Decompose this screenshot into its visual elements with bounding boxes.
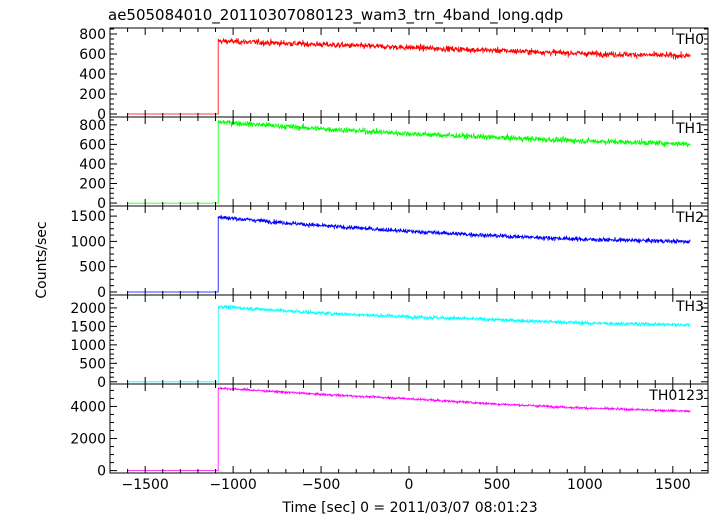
series-th0123 (127, 386, 691, 471)
y-tick-label: 2000 (70, 432, 106, 448)
panel-frame (109, 383, 709, 474)
panel-th0: 0 200 400 600 800 TH0 (79, 27, 709, 123)
y-tick-label: 200 (79, 87, 106, 103)
y-tick-label: 0 (97, 196, 106, 212)
y-tick-label: 800 (79, 118, 106, 134)
panel-th3: 0 500 1000 1500 2000 TH3 (70, 294, 709, 391)
x-tick-label: 0 (405, 477, 414, 493)
y-tick-label: 0 (97, 375, 106, 391)
x-tick-label: −500 (302, 477, 340, 493)
panel-label-th0: TH0 (675, 32, 704, 48)
panel-th2: 0 500 1000 1500 TH2 (70, 205, 709, 301)
x-tick-label: −1500 (121, 477, 168, 493)
y-axis-label: Counts/sec (34, 221, 50, 298)
chart-title: ae505084010_20110307080123_wam3_trn_4ban… (108, 6, 563, 25)
panel-frame (109, 116, 709, 207)
y-tick-label: 0 (97, 285, 106, 301)
panel-label-th3: TH3 (675, 299, 704, 315)
y-tick-label: 400 (79, 157, 106, 173)
y-tick-label: 600 (79, 47, 106, 63)
series-th0 (127, 37, 691, 115)
series-th3 (127, 304, 691, 383)
y-tick-label: 500 (79, 356, 106, 372)
y-tick-label: 200 (79, 177, 106, 193)
y-tick-label: 1500 (70, 319, 106, 335)
y-tick-label: 0 (97, 464, 106, 480)
x-tick-label: 1500 (655, 477, 691, 493)
y-tick-label: 800 (79, 27, 106, 43)
y-tick-label: 1500 (70, 209, 106, 225)
y-tick-label: 0 (97, 107, 106, 123)
panel-th0123: 0 2000 4000 TH0123 (70, 383, 709, 480)
y-tick-label: 4000 (70, 399, 106, 415)
y-tick-label: 500 (79, 260, 106, 276)
panel-label-th0123: TH0123 (648, 388, 704, 404)
panel-frame (109, 294, 709, 385)
y-tick-label: 600 (79, 137, 106, 153)
panels-group: 0 200 400 600 800 TH0 0 200 400 600 800 TH1 0 500 1000… (70, 27, 709, 493)
y-tick-label: 400 (79, 67, 106, 83)
panel-frame (109, 27, 709, 118)
panel-label-th2: TH2 (675, 210, 704, 226)
y-tick-label: 1000 (70, 234, 106, 250)
y-tick-label: 2000 (70, 301, 106, 317)
x-tick-label: 500 (484, 477, 511, 493)
x-axis-label: Time [sec] 0 = 2011/03/07 08:01:23 (281, 500, 537, 516)
panel-label-th1: TH1 (675, 121, 704, 137)
x-tick-label: −1000 (209, 477, 256, 493)
series-th2 (127, 214, 691, 293)
y-tick-label: 1000 (70, 338, 106, 354)
series-th1 (127, 119, 691, 204)
panel-frame (109, 205, 709, 296)
panel-th1: 0 200 400 600 800 TH1 (79, 116, 709, 212)
x-tick-label: 1000 (567, 477, 603, 493)
